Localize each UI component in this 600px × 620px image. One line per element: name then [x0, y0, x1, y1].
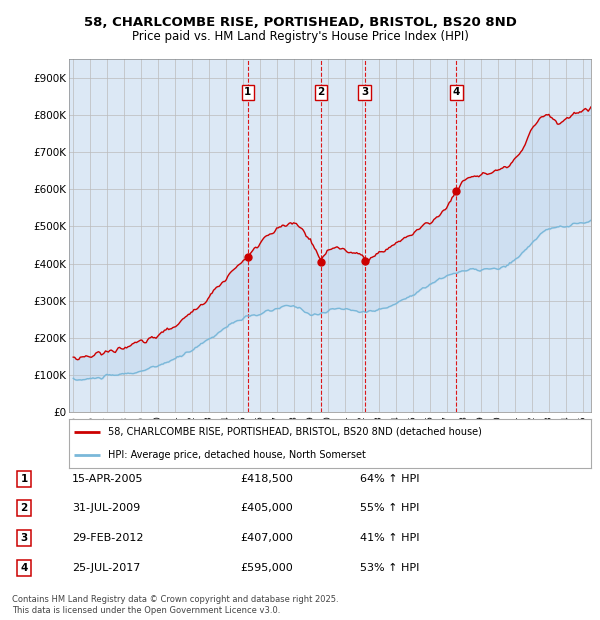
- Text: 55% ↑ HPI: 55% ↑ HPI: [360, 503, 419, 513]
- Text: 3: 3: [20, 533, 28, 543]
- Text: £405,000: £405,000: [240, 503, 293, 513]
- Text: 31-JUL-2009: 31-JUL-2009: [72, 503, 140, 513]
- Text: This data is licensed under the Open Government Licence v3.0.: This data is licensed under the Open Gov…: [12, 606, 280, 615]
- Text: £595,000: £595,000: [240, 563, 293, 573]
- Text: 4: 4: [452, 87, 460, 97]
- Text: 41% ↑ HPI: 41% ↑ HPI: [360, 533, 419, 543]
- Text: £418,500: £418,500: [240, 474, 293, 484]
- Text: 58, CHARLCOMBE RISE, PORTISHEAD, BRISTOL, BS20 8ND (detached house): 58, CHARLCOMBE RISE, PORTISHEAD, BRISTOL…: [108, 427, 482, 437]
- Text: 2: 2: [317, 87, 325, 97]
- Text: 1: 1: [244, 87, 251, 97]
- Text: HPI: Average price, detached house, North Somerset: HPI: Average price, detached house, Nort…: [108, 450, 366, 459]
- Text: 1: 1: [20, 474, 28, 484]
- Text: Price paid vs. HM Land Registry's House Price Index (HPI): Price paid vs. HM Land Registry's House …: [131, 30, 469, 43]
- Text: 25-JUL-2017: 25-JUL-2017: [72, 563, 140, 573]
- Text: 64% ↑ HPI: 64% ↑ HPI: [360, 474, 419, 484]
- Text: Contains HM Land Registry data © Crown copyright and database right 2025.: Contains HM Land Registry data © Crown c…: [12, 595, 338, 604]
- Text: £407,000: £407,000: [240, 533, 293, 543]
- Text: 15-APR-2005: 15-APR-2005: [72, 474, 143, 484]
- Text: 2: 2: [20, 503, 28, 513]
- Text: 3: 3: [361, 87, 368, 97]
- Text: 4: 4: [20, 563, 28, 573]
- Text: 58, CHARLCOMBE RISE, PORTISHEAD, BRISTOL, BS20 8ND: 58, CHARLCOMBE RISE, PORTISHEAD, BRISTOL…: [83, 16, 517, 29]
- Text: 53% ↑ HPI: 53% ↑ HPI: [360, 563, 419, 573]
- Text: 29-FEB-2012: 29-FEB-2012: [72, 533, 143, 543]
